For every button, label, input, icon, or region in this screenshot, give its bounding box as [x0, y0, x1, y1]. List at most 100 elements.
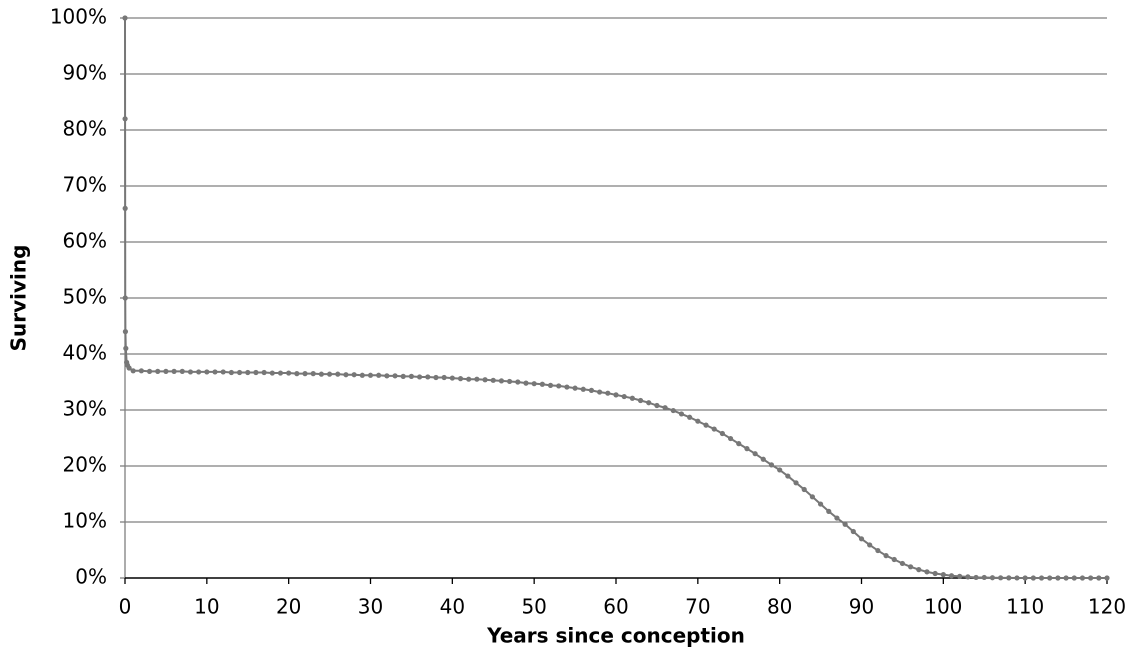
data-point [417, 374, 423, 380]
x-tick-label: 40 [440, 595, 465, 619]
data-point [122, 329, 129, 335]
data-point [564, 384, 570, 390]
data-point [384, 373, 390, 379]
data-point [286, 370, 292, 376]
x-tick-label: 90 [849, 595, 874, 619]
data-point [597, 389, 603, 395]
data-point [1055, 575, 1061, 581]
data-point [621, 393, 627, 400]
data-point [171, 368, 177, 374]
x-tick-label: 20 [276, 595, 301, 619]
data-point [425, 374, 431, 380]
data-point [326, 371, 333, 377]
data-point [826, 508, 832, 514]
data-point [335, 371, 341, 377]
data-point [637, 397, 644, 404]
data-point [155, 368, 161, 374]
x-tick-label: 10 [194, 595, 219, 619]
data-point [588, 387, 595, 393]
data-point [441, 374, 447, 381]
data-point [924, 569, 930, 575]
data-point [793, 480, 799, 486]
y-axis-title: Surviving [7, 245, 31, 352]
data-point [785, 473, 791, 479]
data-point [687, 414, 693, 420]
data-point [736, 441, 742, 447]
data-point [122, 15, 128, 21]
data-point [940, 572, 946, 578]
data-point [916, 567, 922, 573]
data-point [727, 435, 734, 442]
data-point [126, 365, 132, 371]
data-point [605, 390, 611, 396]
data-point [253, 369, 259, 376]
data-point [1038, 575, 1045, 581]
data-point [1030, 575, 1036, 581]
data-point [1006, 575, 1012, 581]
data-point [695, 418, 701, 424]
data-point [228, 369, 234, 376]
data-point [867, 542, 873, 548]
data-point [1079, 575, 1086, 581]
data-point [294, 371, 300, 377]
data-point [678, 411, 685, 417]
data-point [981, 574, 987, 581]
data-point [204, 369, 210, 375]
data-point [646, 400, 652, 406]
data-point [1096, 575, 1102, 581]
y-tick-label: 10% [63, 509, 107, 533]
data-point [343, 372, 349, 378]
data-point [850, 528, 856, 535]
data-point [220, 369, 226, 375]
data-point [711, 426, 717, 432]
data-point [662, 405, 668, 411]
data-point [539, 381, 545, 387]
data-point [261, 369, 267, 376]
x-tick-label: 70 [685, 595, 710, 619]
x-tick-label: 60 [603, 595, 628, 619]
data-point [801, 486, 807, 493]
x-tick-label: 30 [358, 595, 383, 619]
data-point [466, 376, 472, 382]
data-point [179, 368, 185, 374]
data-point [400, 373, 406, 379]
data-point [515, 379, 521, 385]
data-point [817, 501, 824, 507]
data-point [122, 205, 128, 211]
data-point [302, 371, 308, 377]
data-point [523, 380, 529, 386]
data-point [498, 378, 505, 384]
data-point [547, 382, 554, 388]
data-point [899, 560, 906, 567]
data-point [212, 369, 218, 375]
data-point [768, 462, 775, 468]
data-point [269, 370, 275, 376]
data-point [760, 456, 766, 462]
data-point [122, 295, 128, 301]
data-point [408, 373, 415, 379]
data-point [670, 407, 676, 414]
data-point [1071, 575, 1077, 581]
x-tick-label: 50 [521, 595, 546, 619]
data-point [196, 369, 202, 375]
data-point [998, 575, 1004, 581]
data-point [163, 368, 169, 374]
data-point [654, 402, 660, 409]
data-point [130, 368, 136, 374]
data-point [367, 372, 374, 378]
data-point [236, 369, 243, 376]
data-point [752, 451, 758, 457]
y-tick-label: 70% [63, 173, 107, 197]
data-point [351, 372, 357, 378]
data-point [1088, 575, 1094, 581]
data-point [482, 377, 488, 383]
data-point [1047, 575, 1053, 581]
data-point [187, 369, 194, 375]
y-tick-label: 50% [63, 285, 107, 309]
data-point [703, 422, 709, 428]
data-point [392, 373, 398, 379]
y-tick-label: 40% [63, 341, 107, 365]
data-point [1063, 575, 1069, 581]
